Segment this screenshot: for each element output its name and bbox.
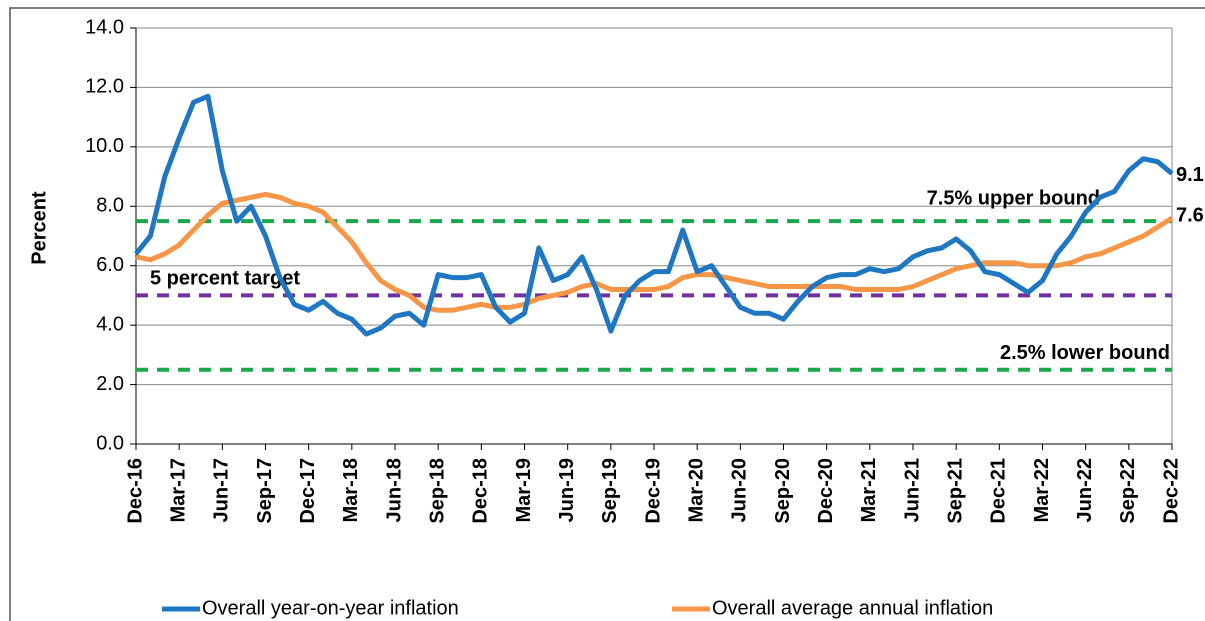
- x-tick-label: Jun-17: [211, 458, 233, 522]
- x-tick-label: Sep-20: [772, 458, 794, 524]
- x-tick-label: Dec-19: [642, 458, 664, 524]
- x-tick-label: Jun-19: [556, 458, 578, 522]
- x-tick-label: Dec-18: [470, 458, 492, 524]
- y-axis-label: Percent: [28, 191, 50, 265]
- chart-frame: [9, 7, 1205, 621]
- x-tick-label: Mar-20: [685, 458, 707, 522]
- x-tick-label: Dec-21: [988, 458, 1010, 524]
- reference-label: 5 percent target: [150, 268, 300, 290]
- x-tick-label: Sep-19: [599, 458, 621, 524]
- x-tick-label: Jun-18: [383, 458, 405, 522]
- y-tick-label: 8.0: [96, 195, 124, 217]
- y-tick-label: 4.0: [96, 313, 124, 335]
- x-tick-label: Dec-20: [815, 458, 837, 524]
- y-tick-label: 14.0: [85, 16, 124, 38]
- x-tick-label: Jun-20: [729, 458, 751, 522]
- x-tick-label: Mar-22: [1031, 458, 1053, 522]
- y-tick-label: 0.0: [96, 432, 124, 454]
- x-tick-label: Mar-18: [340, 458, 362, 522]
- x-tick-label: Mar-17: [167, 458, 189, 522]
- x-tick-label: Dec-16: [124, 458, 146, 524]
- x-tick-label: Sep-18: [426, 458, 448, 524]
- x-tick-label: Jun-21: [901, 458, 923, 522]
- y-tick-label: 12.0: [85, 76, 124, 98]
- y-tick-label: 10.0: [85, 135, 124, 157]
- x-tick-label: Jun-22: [1074, 458, 1096, 522]
- x-tick-label: Dec-17: [297, 458, 319, 524]
- end-value-label: 9.1: [1176, 164, 1204, 186]
- x-tick-label: Mar-21: [858, 458, 880, 522]
- y-tick-label: 2.0: [96, 373, 124, 395]
- y-tick-label: 6.0: [96, 254, 124, 276]
- x-tick-label: Dec-22: [1160, 458, 1182, 524]
- reference-label: 2.5% lower bound: [1000, 342, 1170, 364]
- x-tick-label: Sep-21: [944, 458, 966, 524]
- x-tick-label: Sep-17: [254, 458, 276, 524]
- x-tick-label: Mar-19: [513, 458, 535, 522]
- series-line: [134, 93, 1174, 337]
- end-value-label: 7.6: [1176, 204, 1204, 226]
- reference-label: 7.5% upper bound: [927, 187, 1100, 209]
- x-tick-label: Sep-22: [1117, 458, 1139, 524]
- legend-label: Overall year-on-year inflation: [202, 597, 459, 619]
- series-line: [135, 191, 1174, 313]
- legend-label: Overall average annual inflation: [712, 597, 993, 619]
